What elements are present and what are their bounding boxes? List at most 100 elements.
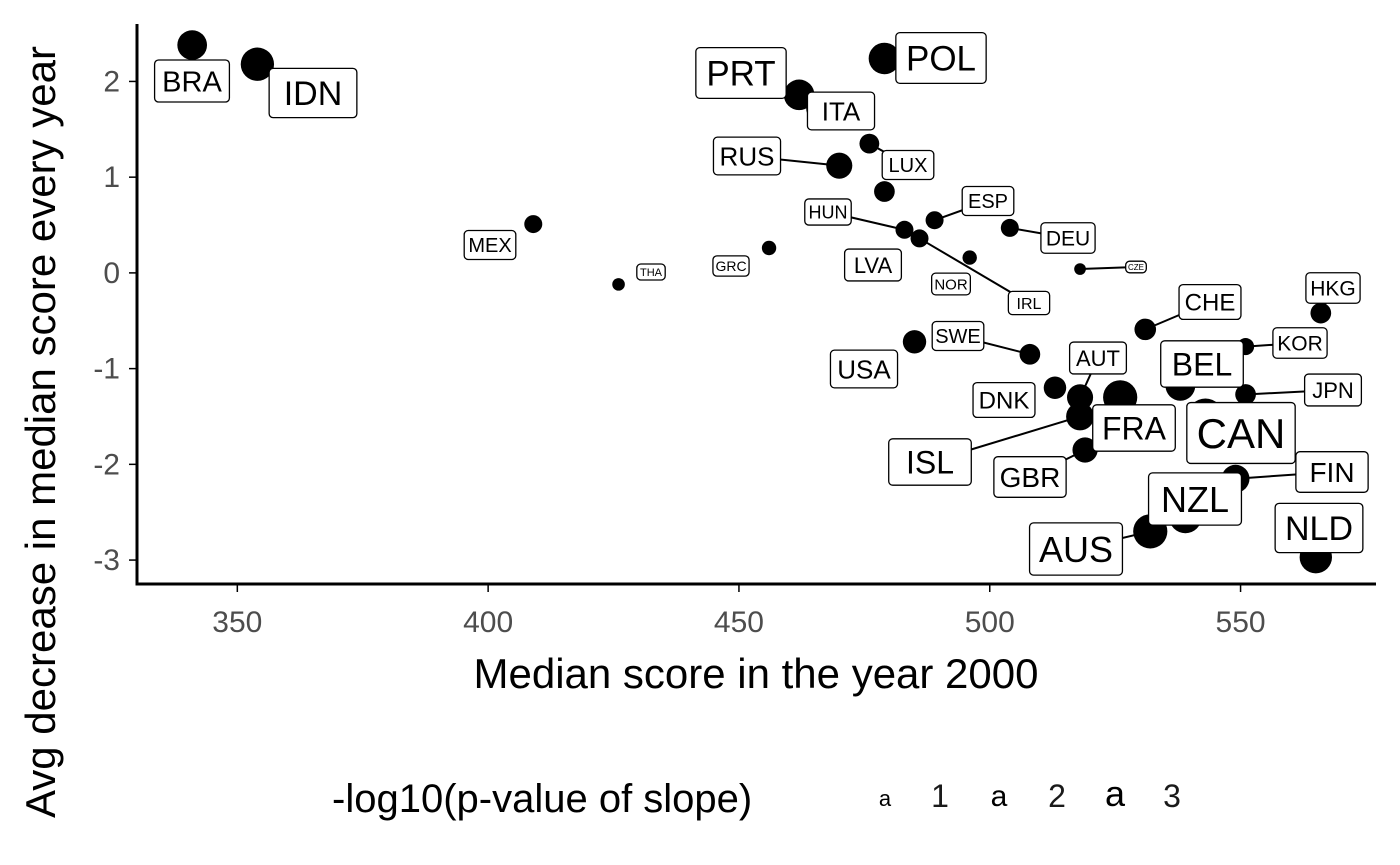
x-axis-title: Median score in the year 2000 (473, 650, 1038, 697)
label-box (695, 46, 787, 100)
legend-key-glyph: a (879, 786, 892, 811)
point-label: HUN (809, 202, 848, 222)
legend-title: -log10(p-value of slope) (332, 777, 752, 821)
label-box (1272, 327, 1328, 359)
label-box (806, 91, 876, 131)
point-label: THA (640, 267, 663, 279)
point-label: IRL (1017, 296, 1042, 313)
x-tick-label: 450 (714, 606, 764, 639)
label-box (881, 149, 935, 181)
point-aut (1066, 384, 1094, 411)
point-label: USA (837, 354, 891, 384)
point-label: IDN (284, 75, 343, 113)
label-box (1305, 272, 1361, 304)
point-irl (910, 229, 929, 248)
point-label: NLD (1285, 510, 1353, 548)
label-box (1147, 472, 1243, 526)
label-box (888, 438, 972, 486)
label-box (712, 136, 782, 176)
legend-label: 3 (1163, 778, 1181, 814)
point-label: LUX (889, 155, 928, 177)
point-hun (895, 220, 914, 239)
label-box (463, 229, 517, 261)
point-dnk (1043, 376, 1067, 400)
legend-label: 2 (1048, 778, 1066, 814)
point-label: FIN (1309, 457, 1354, 488)
point-tha (612, 278, 625, 291)
label-box (1186, 401, 1296, 465)
point-label: CAN (1197, 410, 1286, 457)
label-box (712, 255, 750, 277)
label-box (931, 272, 972, 296)
x-tick-label: 550 (1216, 606, 1266, 639)
label-box (1178, 283, 1242, 321)
label-box (1295, 451, 1369, 493)
x-ticks: 350 400 450 500 550 (212, 584, 1266, 639)
label-box (268, 67, 358, 119)
y-tick-label: -2 (93, 448, 120, 481)
point-label: HKG (1310, 278, 1356, 301)
label-box (972, 381, 1036, 419)
size-legend: -log10(p-value of slope) a 1 a 2 a 3 (332, 773, 1181, 821)
label-box (993, 456, 1067, 498)
label-box (961, 185, 1015, 217)
point-usa (902, 330, 927, 354)
label-box (843, 248, 903, 282)
label-box (895, 31, 987, 85)
point-label: ESP (968, 191, 1008, 213)
point-nor (962, 250, 977, 265)
point-labels: BRA IDN MEX THA GRC PRT ITA RUS LUX POL LVA HUN USA I… (153, 31, 1369, 576)
label-box (1160, 340, 1244, 388)
point-gbr (1072, 437, 1098, 463)
point-hkg (1310, 302, 1332, 324)
point-label: MEX (468, 235, 511, 257)
point-label: CHE (1185, 290, 1236, 317)
y-axis-title: Avg decrease in median score every year (17, 46, 64, 818)
label-box (804, 198, 852, 226)
x-tick-label: 400 (463, 606, 513, 639)
point-label: GBR (1000, 462, 1061, 493)
label-box (1028, 522, 1124, 576)
point-cze (1074, 263, 1086, 275)
point-label: DNK (979, 388, 1030, 415)
point-grc (761, 240, 777, 256)
point-pol (868, 42, 901, 75)
y-ticks: -3 -2 -1 0 1 2 (93, 65, 137, 577)
point-label: JPN (1312, 378, 1354, 403)
label-box (636, 263, 666, 281)
point-lva (874, 181, 895, 202)
point-deu (1000, 218, 1019, 237)
y-tick-label: 0 (103, 257, 120, 290)
point-label: NZL (1161, 479, 1229, 520)
label-box (1125, 260, 1147, 274)
point-label: AUT (1076, 346, 1120, 371)
point-label: FRA (1102, 411, 1167, 447)
point-rus (826, 152, 853, 179)
label-box (931, 320, 985, 352)
y-tick-label: -1 (93, 353, 120, 386)
label-box (1007, 290, 1051, 316)
point-label: ITA (822, 96, 861, 126)
label-box (1092, 404, 1176, 452)
label-box (829, 349, 899, 389)
point-jpn (1235, 384, 1256, 405)
y-tick-label: 2 (103, 65, 120, 98)
point-label: BEL (1172, 347, 1232, 383)
label-box (1303, 373, 1363, 407)
legend-key-glyph: a (1105, 773, 1126, 814)
point-label: CZE (1128, 263, 1144, 272)
point-isl (1066, 402, 1094, 431)
point-label: BRA (162, 66, 222, 98)
label-box (153, 59, 231, 103)
point-bra (177, 30, 208, 60)
legend-label: 1 (931, 778, 949, 814)
x-tick-label: 500 (965, 606, 1015, 639)
point-label: AUS (1039, 529, 1113, 570)
point-che (1134, 318, 1157, 341)
point-label: POL (906, 40, 976, 79)
point-label: SWE (935, 326, 981, 348)
point-mex (524, 215, 543, 234)
axes (135, 24, 1376, 586)
point-label: PRT (706, 55, 775, 94)
